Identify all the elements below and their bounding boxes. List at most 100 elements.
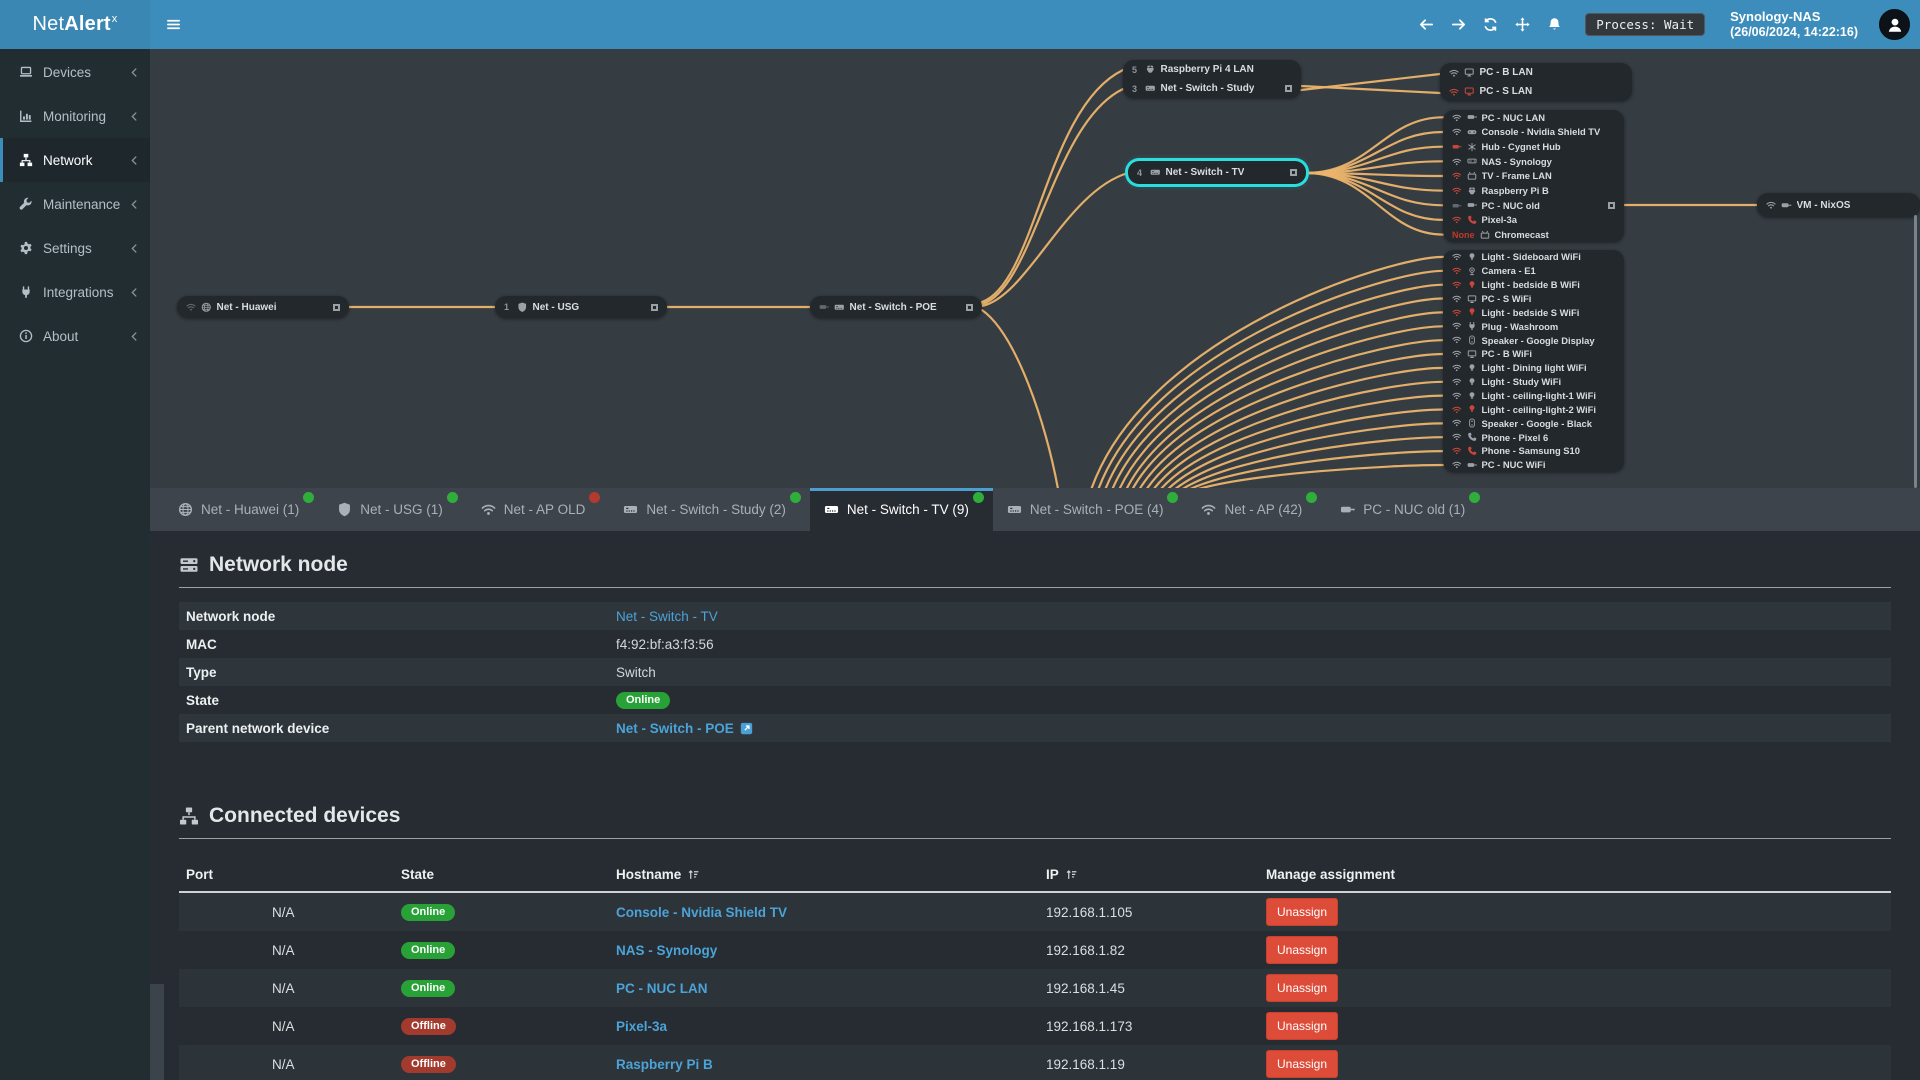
node-link[interactable]: Net - Switch - POE (616, 720, 734, 736)
diagram-device-row[interactable]: Light - bedside S WiFi (1443, 305, 1624, 319)
diagram-device-row[interactable]: NAS - Synology (1443, 154, 1624, 169)
diagram-device-row[interactable]: PC - S WiFi (1443, 292, 1624, 306)
diagram-device-row[interactable]: Speaker - Google - Black (1443, 416, 1624, 430)
diagram-device-row[interactable]: 3 Net - Switch - Study (1123, 79, 1301, 98)
forward-button[interactable] (1451, 17, 1466, 32)
page-scrollbar[interactable] (150, 984, 164, 1080)
diagram-device-row[interactable]: TV - Frame LAN (1443, 169, 1624, 184)
sidebar-item-label: About (43, 328, 79, 344)
tab-net-switch-tv-9-[interactable]: Net - Switch - TV (9) (809, 488, 993, 531)
topology-node-group2[interactable]: Light - Sideboard WiFi Camera - E1 Light -… (1443, 250, 1624, 472)
diagram-device-row[interactable]: 1 Net - USG (495, 296, 667, 318)
unassign-button[interactable]: Unassign (1266, 898, 1339, 926)
diagram-device-row[interactable]: Light - Dining light WiFi (1443, 361, 1624, 375)
device-label: Raspberry Pi 4 LAN (1160, 64, 1254, 75)
device-hdd-icon (1466, 156, 1477, 166)
diagram-device-row[interactable]: Net - Huawei (177, 296, 349, 318)
diagram-device-row[interactable]: Light - ceiling-light-2 WiFi (1443, 402, 1624, 416)
back-button[interactable] (1419, 17, 1434, 32)
topology-node-poe[interactable]: Net - Switch - POE (810, 296, 982, 318)
app-logo[interactable]: Net Alert x (0, 0, 150, 49)
topology-node-pc-group[interactable]: PC - B LAN PC - S LAN (1440, 63, 1632, 101)
diagram-device-row[interactable]: PC - B LAN (1440, 63, 1632, 82)
tab-net-ap-42-[interactable]: Net - AP (42) (1187, 488, 1326, 531)
topology-node-huawei[interactable]: Net - Huawei (177, 296, 349, 318)
tab-net-switch-study-2-[interactable]: Net - Switch - Study (2) (609, 488, 810, 531)
diagram-scrollbar[interactable] (1914, 215, 1917, 488)
refresh-button[interactable] (1483, 17, 1498, 32)
tab-net-switch-poe-4-[interactable]: Net - Switch - POE (4) (993, 488, 1188, 531)
connection-wifi-icon (1452, 432, 1462, 442)
diagram-device-row[interactable]: Raspberry Pi B (1443, 183, 1624, 198)
diagram-device-row[interactable]: Net - Switch - POE (810, 296, 982, 318)
info-row: State Online (179, 686, 1891, 714)
unassign-button[interactable]: Unassign (1266, 974, 1339, 1002)
move-button[interactable] (1515, 17, 1530, 32)
diagram-device-row[interactable]: 4 Net - Switch - TV (1128, 161, 1306, 184)
diagram-device-row[interactable]: Hub - Cygnet Hub (1443, 139, 1624, 154)
diagram-device-row[interactable]: VM - NixOS (1757, 193, 1920, 217)
device-link[interactable]: Console - Nvidia Shield TV (616, 904, 788, 920)
sidebar-item-label: Network (43, 152, 93, 168)
diagram-device-row[interactable]: Pixel-3a (1443, 213, 1624, 228)
sidebar-item-settings[interactable]: Settings (0, 226, 150, 270)
sidebar-item-label: Maintenance (43, 196, 121, 212)
diagram-device-row[interactable]: Console - Nvidia Shield TV (1443, 125, 1624, 140)
diagram-device-row[interactable]: PC - NUC WiFi (1443, 458, 1624, 472)
sidebar-item-devices[interactable]: Devices (0, 50, 150, 94)
diagram-device-row[interactable]: None Chromecast (1443, 227, 1624, 242)
unassign-button[interactable]: Unassign (1266, 936, 1339, 964)
tab-net-huawei-1-[interactable]: Net - Huawei (1) (164, 488, 323, 531)
diagram-device-row[interactable]: PC - NUC LAN (1443, 110, 1624, 125)
topology-node-group1[interactable]: PC - NUC LAN Console - Nvidia Shield TV Hu… (1443, 110, 1624, 242)
chevron-left-icon (129, 243, 140, 254)
diagram-device-row[interactable]: PC - S LAN (1440, 82, 1632, 101)
sidebar-item-about[interactable]: About (0, 314, 150, 358)
unassign-button[interactable]: Unassign (1266, 1012, 1339, 1040)
diagram-device-row[interactable]: PC - NUC old (1443, 198, 1624, 213)
diagram-device-row[interactable]: 5 Raspberry Pi 4 LAN (1123, 60, 1301, 79)
ip-cell: 192.168.1.19 (1046, 1056, 1125, 1072)
connection-wifi-icon (1452, 280, 1462, 290)
diagram-device-row[interactable]: Phone - Pixel 6 (1443, 430, 1624, 444)
diagram-device-row[interactable]: Phone - Samsung S10 (1443, 444, 1624, 458)
sidebar-item-integrations[interactable]: Integrations (0, 270, 150, 314)
node-link[interactable]: Net - Switch - TV (616, 608, 718, 624)
device-link[interactable]: Raspberry Pi B (616, 1056, 713, 1072)
column-header-hostname[interactable]: Hostname (616, 867, 1046, 882)
topology-node-usg[interactable]: 1 Net - USG (495, 296, 667, 318)
device-link[interactable]: PC - NUC LAN (616, 980, 708, 996)
diagram-device-row[interactable]: Light - bedside B WiFi (1443, 278, 1624, 292)
topology-node-nixos[interactable]: VM - NixOS (1757, 193, 1920, 217)
topology-node-study-group[interactable]: 5 Raspberry Pi 4 LAN 3 Net - Switch - Study (1123, 60, 1301, 98)
diagram-device-row[interactable]: PC - B WiFi (1443, 347, 1624, 361)
diagram-device-row[interactable]: Light - Study WiFi (1443, 375, 1624, 389)
sidebar-toggle-button[interactable] (150, 0, 196, 49)
tab-pc-nuc-old-1-[interactable]: PC - NUC old (1) (1326, 488, 1489, 531)
diagram-device-row[interactable]: Speaker - Google Display (1443, 333, 1624, 347)
sidebar-item-maintenance[interactable]: Maintenance (0, 182, 150, 226)
avatar[interactable] (1879, 9, 1910, 40)
diagram-device-row[interactable]: Light - Sideboard WiFi (1443, 250, 1624, 264)
chevron-left-icon (129, 155, 140, 166)
wifi-icon (481, 502, 496, 517)
topology-node-tv[interactable]: 4 Net - Switch - TV (1128, 161, 1306, 184)
connection-wifi-icon (1452, 157, 1462, 167)
external-link-icon (740, 722, 753, 735)
state-badge: Online (616, 691, 671, 709)
unassign-button[interactable]: Unassign (1266, 1050, 1339, 1078)
device-link[interactable]: Pixel-3a (616, 1018, 668, 1034)
column-header-ip[interactable]: IP (1046, 867, 1266, 882)
tab-net-ap-old[interactable]: Net - AP OLD (467, 488, 610, 531)
sidebar-item-monitoring[interactable]: Monitoring (0, 94, 150, 138)
tab-net-usg-1-[interactable]: Net - USG (1) (323, 488, 467, 531)
tab-label: Net - Switch - TV (9) (846, 502, 969, 517)
notifications-button[interactable] (1547, 17, 1562, 32)
device-link[interactable]: NAS - Synology (616, 942, 718, 958)
device-gamepad-icon (1467, 127, 1477, 137)
diagram-device-row[interactable]: Camera - E1 (1443, 264, 1624, 278)
diagram-device-row[interactable]: Light - ceiling-light-1 WiFi (1443, 389, 1624, 403)
chevron-left-icon (129, 331, 140, 342)
sidebar-item-network[interactable]: Network (0, 138, 150, 182)
diagram-device-row[interactable]: Plug - Washroom (1443, 319, 1624, 333)
